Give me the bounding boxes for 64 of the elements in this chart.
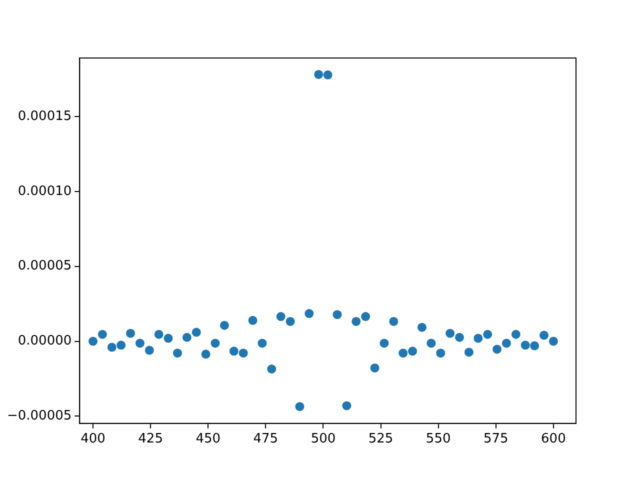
- x-tick-label: 575: [483, 432, 508, 447]
- point: [520, 340, 530, 350]
- point: [380, 338, 389, 348]
- point: [286, 316, 295, 326]
- point: [229, 346, 238, 356]
- point: [116, 340, 126, 350]
- x-tick-label: 425: [138, 432, 163, 447]
- point: [352, 316, 361, 326]
- point: [258, 338, 267, 348]
- x-tick-label: 475: [253, 432, 278, 447]
- point: [88, 336, 98, 346]
- point: [98, 330, 107, 339]
- point: [304, 309, 314, 318]
- y-tick-label: −0.00005: [6, 408, 72, 424]
- point: [276, 312, 286, 322]
- point: [323, 70, 332, 80]
- point: [361, 312, 370, 322]
- point: [540, 330, 548, 340]
- x-tick-label: 500: [310, 432, 336, 447]
- point: [446, 328, 455, 338]
- point: [220, 320, 229, 330]
- y-tick-label: 0.00015: [18, 108, 72, 124]
- point: [135, 338, 144, 348]
- point: [511, 330, 520, 339]
- x-tick-label: 450: [196, 432, 221, 447]
- y-tick-label: 0.00005: [18, 258, 72, 274]
- point: [398, 348, 408, 358]
- point: [107, 342, 116, 352]
- point: [210, 338, 220, 348]
- point: [389, 316, 398, 326]
- point: [464, 348, 474, 357]
- point: [144, 346, 154, 355]
- point: [267, 364, 276, 374]
- x-tick-label: 525: [368, 432, 394, 447]
- point: [426, 338, 436, 348]
- x-tick-label: 400: [80, 432, 106, 447]
- point: [408, 346, 418, 356]
- point: [474, 334, 483, 343]
- y-tick-label: 0.00010: [18, 184, 72, 199]
- point: [182, 332, 192, 342]
- point: [483, 330, 492, 339]
- point: [502, 338, 511, 348]
- point: [332, 310, 342, 320]
- point: [455, 332, 464, 342]
- point: [436, 348, 446, 358]
- point: [548, 336, 558, 346]
- point: [248, 316, 258, 325]
- x-tick-label: 600: [541, 432, 566, 447]
- point: [295, 402, 304, 412]
- point: [172, 348, 182, 358]
- point: [342, 401, 352, 410]
- x-tick-label: 550: [426, 432, 451, 447]
- point: [530, 341, 540, 350]
- point: [238, 348, 248, 358]
- point: [370, 363, 380, 372]
- point: [201, 350, 210, 359]
- point: [154, 330, 164, 339]
- point: [164, 334, 173, 343]
- point: [492, 344, 502, 354]
- point: [126, 328, 136, 338]
- y-tick-label: 0.00000: [18, 334, 72, 349]
- point: [314, 70, 324, 79]
- point: [417, 322, 426, 332]
- point: [192, 328, 201, 337]
